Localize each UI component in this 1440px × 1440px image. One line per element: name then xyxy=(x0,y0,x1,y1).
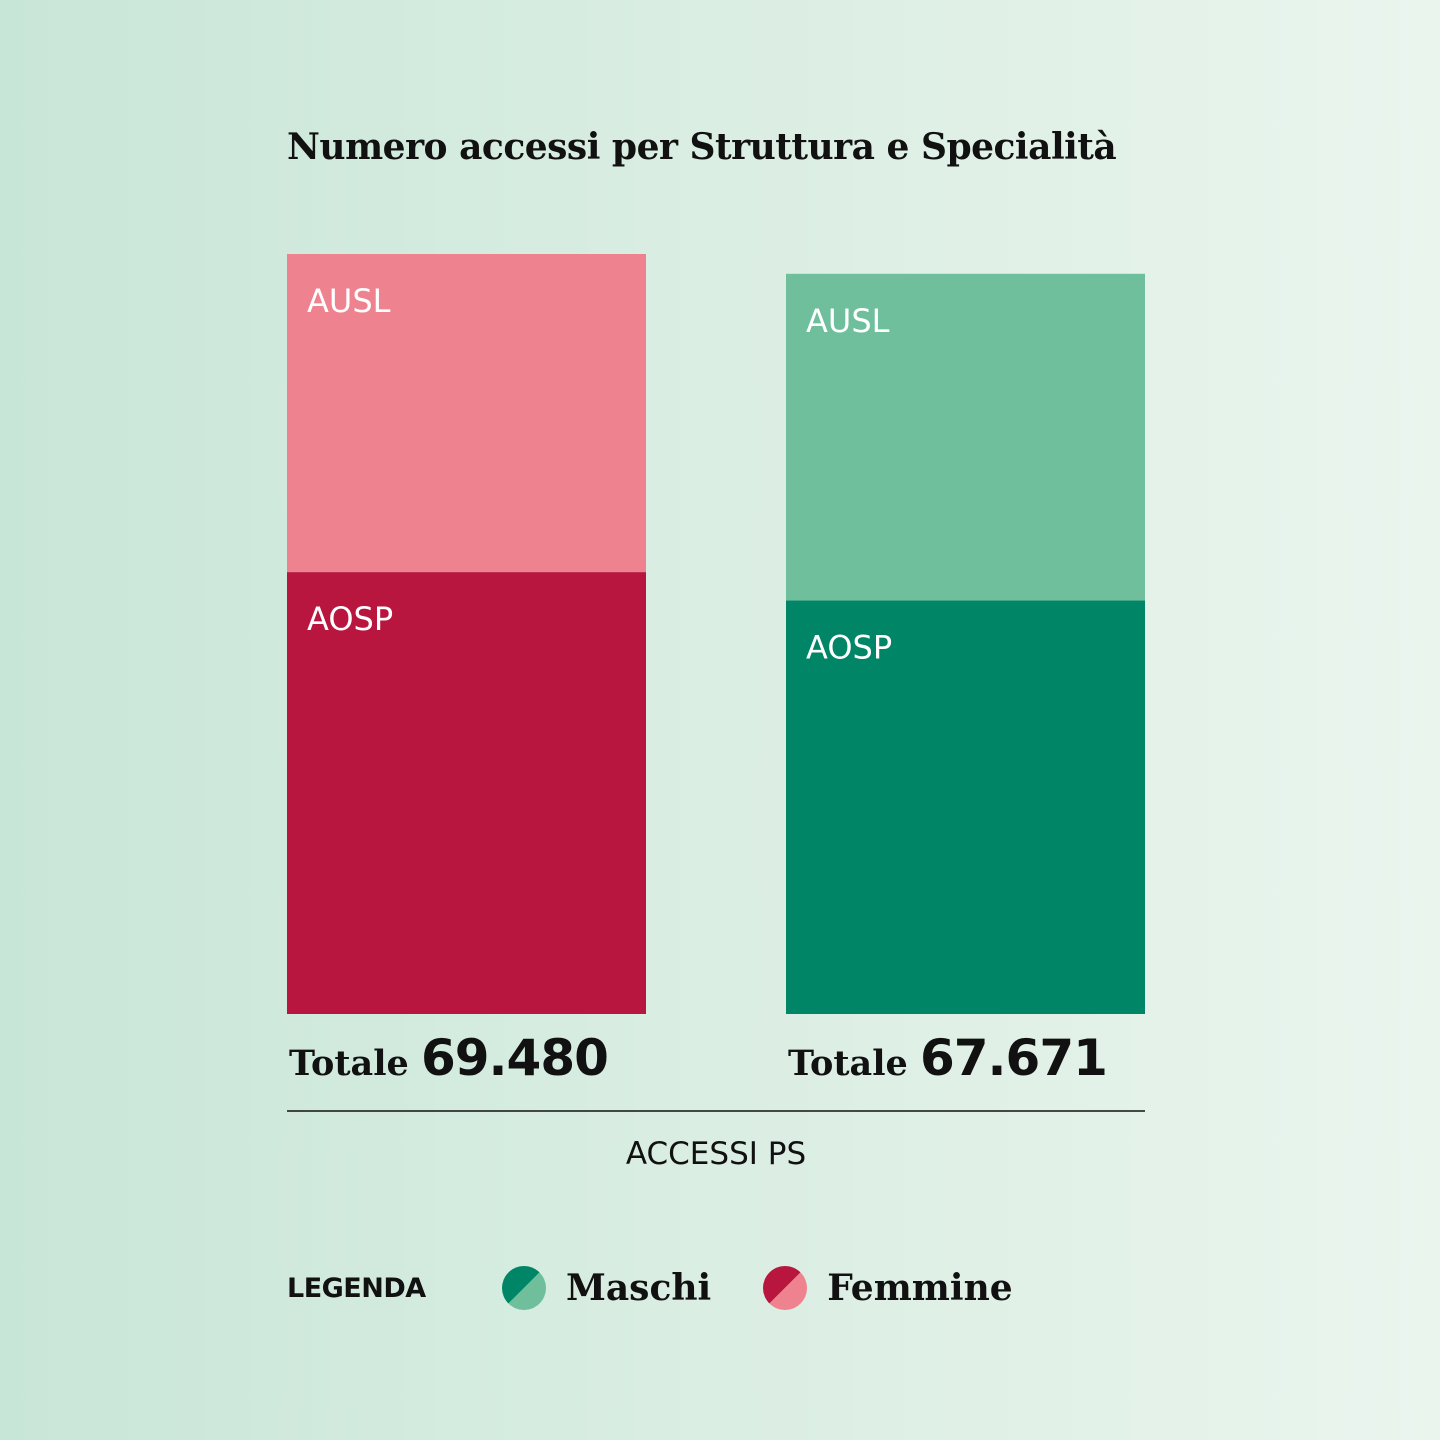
segment-label-maschi-aosp: AOSP xyxy=(806,629,892,667)
total-label-femmine: Totale 69.480 xyxy=(289,1029,608,1087)
total-label-maschi: Totale 67.671 xyxy=(788,1029,1107,1087)
bar-segment-femmine-aosp xyxy=(287,572,646,1014)
stacked-bar-chart: AOSP AUSL Totale 69.480 AOSP AUSL Totale 67.6… xyxy=(287,254,1145,1172)
total-value-maschi: 67.671 xyxy=(920,1029,1107,1087)
legend-item-femmine: Femmine xyxy=(763,1266,1013,1310)
total-prefix-maschi: Totale xyxy=(788,1043,920,1084)
bar-segment-femmine-ausl xyxy=(287,254,646,573)
x-axis-label: ACCESSI PS xyxy=(626,1136,806,1172)
legend: LEGENDA Maschi Femmine xyxy=(287,1258,1065,1318)
legend-item-maschi: Maschi xyxy=(502,1266,711,1310)
bar-segment-maschi-aosp xyxy=(786,600,1145,1014)
segment-label-femmine-aosp: AOSP xyxy=(307,600,393,638)
legend-label-femmine: Femmine xyxy=(827,1267,1013,1309)
bar-segment-maschi-ausl xyxy=(786,273,1145,601)
legend-label-maschi: Maschi xyxy=(566,1267,712,1309)
total-prefix-femmine: Totale xyxy=(289,1043,421,1084)
segment-label-femmine-ausl: AUSL xyxy=(307,282,391,320)
segment-label-maschi-ausl: AUSL xyxy=(806,302,890,340)
legend-title: LEGENDA xyxy=(287,1272,426,1304)
femmine-swatch-icon xyxy=(763,1266,808,1310)
maschi-swatch-icon xyxy=(502,1266,546,1310)
chart-title: Numero accessi per Struttura e Specialit… xyxy=(287,126,1117,168)
total-value-femmine: 69.480 xyxy=(421,1029,608,1087)
